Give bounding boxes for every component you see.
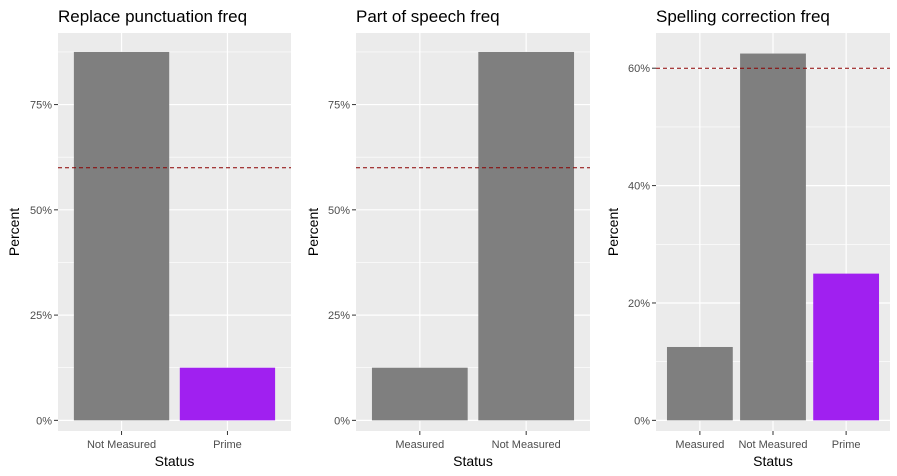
- bar-not-measured[interactable]: [73, 51, 170, 421]
- x-axis-label: Status: [753, 453, 793, 469]
- y-tick-label: 25%: [328, 310, 350, 322]
- chart-panel-2: 0% 25% 50% 75% Measured Not Measured Part of s…: [305, 7, 590, 469]
- bar-prime[interactable]: [813, 273, 880, 421]
- chart-title: Replace punctuation freq: [58, 7, 247, 26]
- chart-title: Part of speech freq: [356, 7, 500, 26]
- y-tick-label: 0%: [634, 415, 650, 427]
- y-tick-label: 25%: [30, 310, 52, 322]
- x-tick-label: Not Measured: [492, 439, 561, 451]
- chart-panel-1: 0% 25% 50% 75% Not Measured Prime Replace punc…: [6, 7, 291, 469]
- y-tick-label: 75%: [328, 100, 350, 112]
- y-tick-label: 50%: [30, 205, 52, 217]
- chart-title: Spelling correction freq: [656, 7, 830, 26]
- x-tick-label: Measured: [675, 439, 724, 451]
- y-tick-label: 0%: [36, 415, 52, 427]
- y-axis-label: Percent: [305, 208, 321, 256]
- y-tick-label: 40%: [628, 181, 650, 193]
- x-tick-label: Prime: [832, 439, 861, 451]
- bar-not-measured[interactable]: [478, 51, 575, 421]
- y-axis-label: Percent: [6, 208, 22, 256]
- x-tick-label: Not Measured: [738, 439, 807, 451]
- x-tick-label: Prime: [213, 439, 242, 451]
- y-tick-label: 20%: [628, 298, 650, 310]
- x-tick-label: Measured: [395, 439, 444, 451]
- x-axis-label: Status: [453, 453, 493, 469]
- x-tick-label: Not Measured: [87, 439, 156, 451]
- chart-panel-3: 0% 20% 40% 60% Measured Not Measured Prime Spel…: [605, 7, 890, 469]
- bar-measured[interactable]: [371, 367, 468, 421]
- y-tick-label: 0%: [334, 415, 350, 427]
- y-axis-label: Percent: [605, 208, 621, 256]
- bar-not-measured[interactable]: [740, 53, 806, 421]
- x-axis-label: Status: [155, 453, 195, 469]
- y-tick-label: 50%: [328, 205, 350, 217]
- bar-measured[interactable]: [666, 346, 733, 421]
- y-tick-label: 75%: [30, 100, 52, 112]
- bar-prime[interactable]: [179, 367, 276, 421]
- y-tick-label: 60%: [628, 63, 650, 75]
